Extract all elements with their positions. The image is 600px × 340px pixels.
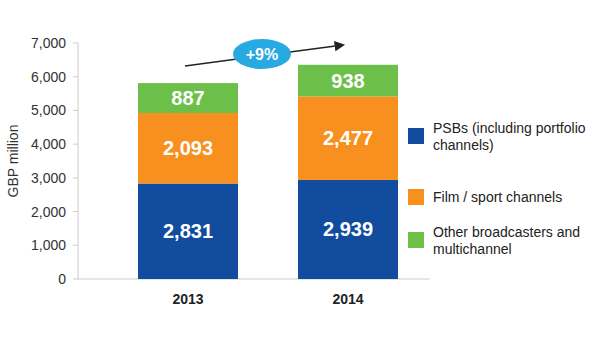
y-tick — [73, 43, 78, 44]
legend-label: PSBs (including portfoliochannels) — [433, 120, 586, 153]
chart: 0 1,000 2,000 3,000 4,000 5,000 6,000 7,000 GBP … — [0, 0, 600, 340]
growth-arrow — [185, 45, 343, 66]
x-tick-label: 2013 — [172, 291, 203, 307]
bar-segment — [138, 113, 238, 184]
annotation-bubble — [233, 39, 291, 69]
y-tick-label: 2,000 — [31, 204, 66, 220]
bar-segment — [298, 65, 398, 97]
y-axis-title: GBP million — [5, 125, 21, 198]
legend-swatch — [408, 232, 424, 248]
y-tick-label: 0 — [58, 271, 66, 287]
legend-label: Film / sport channels — [433, 189, 562, 205]
data-label: 2,939 — [323, 218, 373, 240]
y-tick-label: 7,000 — [31, 35, 66, 51]
y-tick — [73, 177, 78, 178]
legend-line: channels) — [433, 137, 494, 153]
legend-swatch — [408, 189, 424, 205]
y-tick-label: 1,000 — [31, 237, 66, 253]
legend-line: Film / sport channels — [433, 189, 562, 205]
data-label: 2,477 — [323, 127, 373, 149]
bar-segment — [138, 83, 238, 113]
y-tick — [73, 110, 78, 111]
y-tick-label: 5,000 — [31, 102, 66, 118]
y-tick — [73, 245, 78, 246]
y-tick — [73, 279, 78, 280]
y-tick-label: 3,000 — [31, 170, 66, 186]
bars — [138, 65, 398, 279]
data-label: 938 — [331, 70, 364, 92]
legend-swatch — [408, 128, 424, 144]
x-tick-label: 2014 — [332, 291, 363, 307]
bar-segment — [298, 180, 398, 279]
legend-label: Other broadcasters andmultichannel — [433, 224, 580, 257]
y-tick — [73, 211, 78, 212]
y-tick-label: 6,000 — [31, 69, 66, 85]
y-tick — [73, 144, 78, 145]
legend-line: multichannel — [433, 241, 512, 257]
legend-line: Other broadcasters and — [433, 224, 580, 240]
data-label: 887 — [171, 87, 204, 109]
y-tick — [73, 76, 78, 77]
y-axis-line — [78, 43, 79, 279]
y-tick-label: 4,000 — [31, 136, 66, 152]
bar-segment — [138, 184, 238, 279]
data-label: 2,093 — [163, 137, 213, 159]
data-labels: 2,831 2,093 887 2,939 2,477 938 — [163, 70, 373, 243]
legend-line: PSBs (including portfolio — [433, 120, 586, 136]
bar-segment — [298, 96, 398, 180]
data-label: 2,831 — [163, 220, 213, 242]
annotation: +9% — [246, 46, 278, 63]
